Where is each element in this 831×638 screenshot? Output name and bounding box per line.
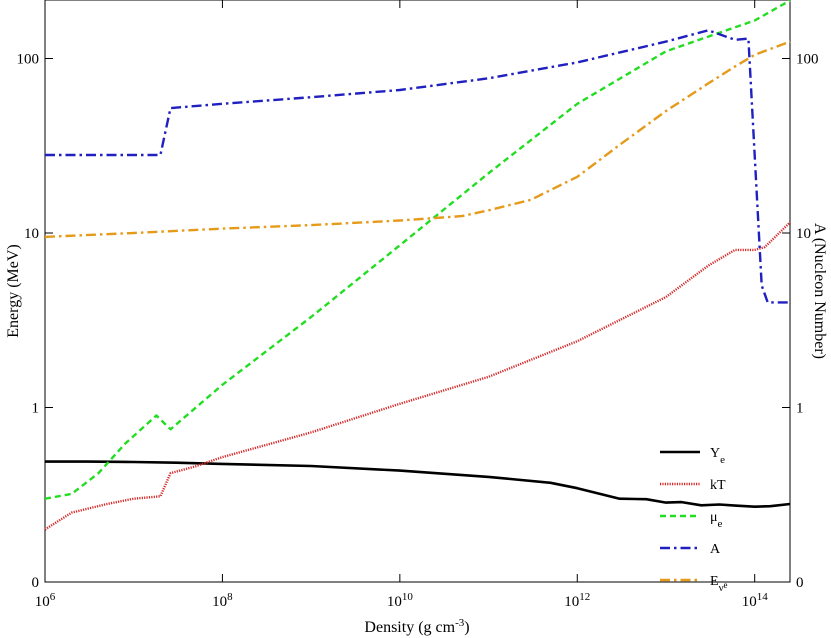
y-axis-label-left: Energy (MeV) [5,244,22,337]
y-tick-label-left: 100 [17,52,40,68]
plot-frame [44,0,791,583]
series-line-4 [44,40,791,239]
x-axis-ticks: 106 108 1010 1012 1014 [35,0,768,610]
legend: Ye kT μe A Eνe [660,446,728,594]
y-tick-label-right: 1 [796,401,804,417]
series-line-1 [44,221,791,531]
legend-label: kT [710,478,726,493]
x-tick-label: 108 [212,591,233,610]
series-line-3 [45,29,790,304]
x-tick-label: 1010 [387,591,414,610]
y-tick-label-left: 0 [32,575,40,591]
legend-label: μe [710,510,723,530]
x-tick-label: 1014 [742,591,769,610]
y-tick-label-left: 1 [32,401,40,417]
legend-label: Ye [710,446,725,466]
y-axis-ticks: 0 1 10 100 0 1 10 100 [17,52,819,592]
y-axis-label-right: A (Nucleon Number) [811,223,828,359]
y-tick-label-left: 10 [24,226,39,242]
x-tick-label: 106 [35,591,56,610]
y-tick-label-right: 10 [796,226,811,242]
legend-label: Eνe [710,574,728,594]
series-line-2 [44,0,791,500]
series-layer [44,0,791,531]
y-tick-label-right: 0 [796,575,804,591]
y-tick-label-right: 100 [796,52,819,68]
x-axis-label: Density (g cm-3) [364,617,469,636]
series-line-0 [45,460,791,509]
x-tick-label: 1012 [564,591,590,610]
legend-label: A [710,542,721,557]
